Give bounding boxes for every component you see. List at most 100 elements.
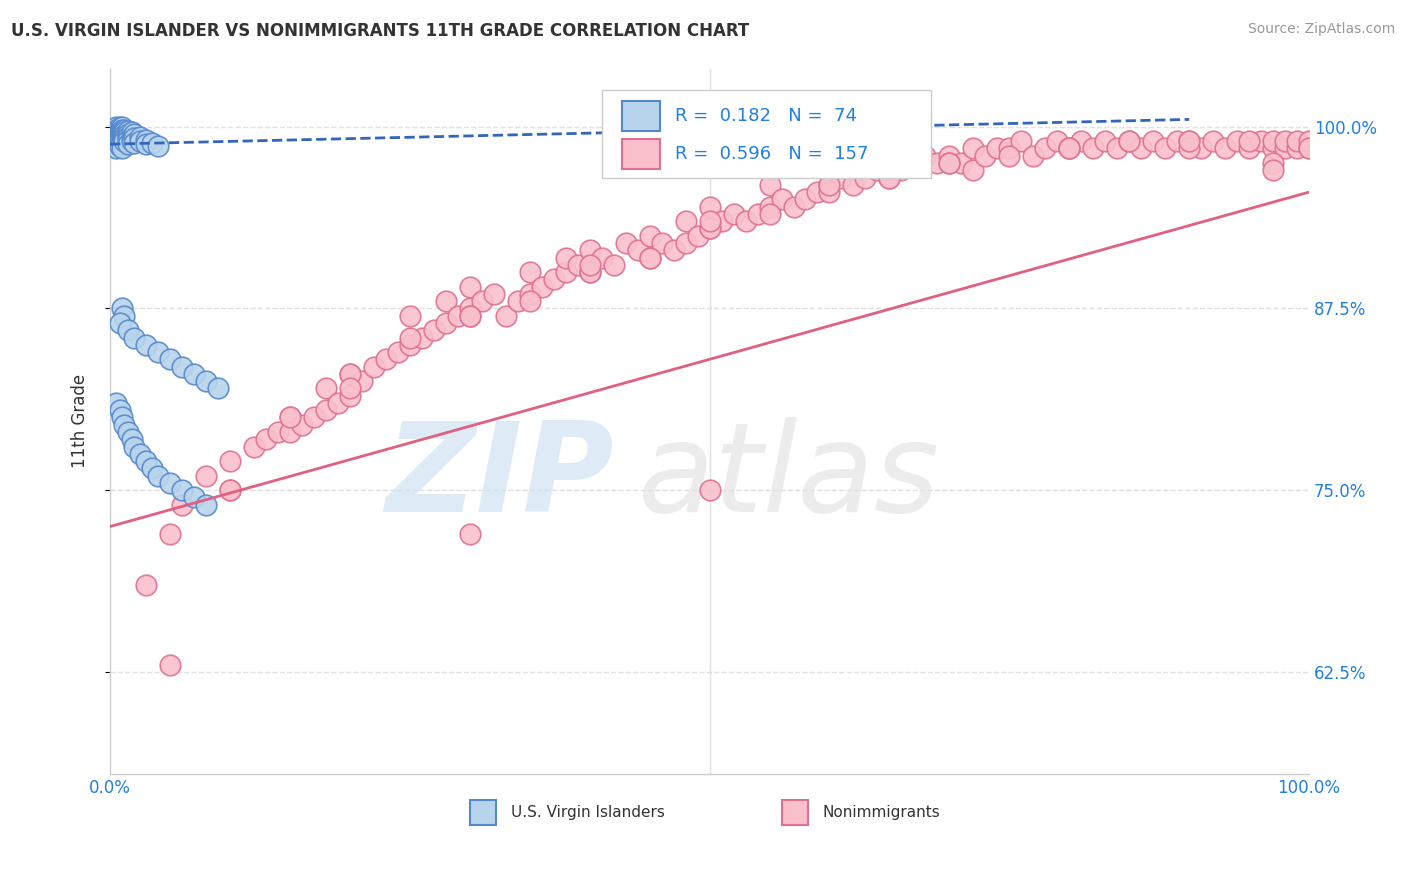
Point bbox=[135, 137, 157, 152]
Point bbox=[183, 367, 205, 381]
Point bbox=[111, 141, 134, 155]
Point bbox=[121, 126, 143, 140]
Point bbox=[758, 207, 780, 221]
Point bbox=[114, 122, 136, 136]
Point bbox=[1059, 141, 1081, 155]
Point bbox=[111, 120, 134, 134]
Point bbox=[986, 141, 1008, 155]
Point bbox=[482, 286, 505, 301]
Point bbox=[141, 136, 163, 150]
Point bbox=[278, 410, 301, 425]
Point bbox=[159, 475, 181, 490]
Point bbox=[1142, 134, 1164, 148]
Point bbox=[686, 228, 709, 243]
Point bbox=[117, 137, 139, 152]
Point bbox=[411, 330, 433, 344]
Point bbox=[1022, 149, 1045, 163]
Point bbox=[195, 374, 218, 388]
Point bbox=[1261, 163, 1284, 178]
Point bbox=[602, 258, 624, 272]
Point bbox=[699, 221, 721, 235]
Bar bbox=[621, 101, 661, 131]
Point bbox=[339, 367, 361, 381]
Point bbox=[662, 244, 685, 258]
Point bbox=[998, 149, 1021, 163]
Point bbox=[458, 526, 481, 541]
Point bbox=[129, 447, 152, 461]
Point bbox=[758, 178, 780, 192]
Point bbox=[105, 122, 128, 136]
Point bbox=[111, 131, 134, 145]
Point bbox=[554, 265, 576, 279]
Point bbox=[183, 491, 205, 505]
Point bbox=[1274, 134, 1296, 148]
Point bbox=[146, 138, 169, 153]
Point bbox=[1298, 134, 1320, 148]
Point bbox=[122, 131, 145, 145]
Point bbox=[108, 120, 131, 134]
Point bbox=[866, 163, 889, 178]
Point bbox=[806, 185, 828, 199]
Point bbox=[1213, 141, 1236, 155]
Point bbox=[1046, 134, 1069, 148]
Point bbox=[434, 294, 457, 309]
Text: Source: ZipAtlas.com: Source: ZipAtlas.com bbox=[1247, 22, 1395, 37]
Point bbox=[723, 207, 745, 221]
Point bbox=[974, 149, 997, 163]
Point bbox=[146, 468, 169, 483]
Point bbox=[434, 316, 457, 330]
Point bbox=[458, 301, 481, 316]
Point bbox=[117, 127, 139, 141]
Point bbox=[108, 134, 131, 148]
Point bbox=[830, 170, 852, 185]
Point bbox=[1286, 134, 1309, 148]
Point bbox=[471, 294, 494, 309]
Text: ZIP: ZIP bbox=[385, 417, 613, 538]
Point bbox=[122, 330, 145, 344]
Point bbox=[387, 345, 409, 359]
Point bbox=[219, 483, 242, 498]
Point bbox=[1237, 134, 1260, 148]
Point bbox=[770, 193, 793, 207]
Point bbox=[734, 214, 756, 228]
Point bbox=[591, 251, 613, 265]
Point bbox=[117, 425, 139, 439]
Bar bbox=[782, 800, 808, 825]
Point bbox=[339, 389, 361, 403]
FancyBboxPatch shape bbox=[602, 90, 931, 178]
Point bbox=[699, 214, 721, 228]
Point bbox=[962, 141, 984, 155]
Point bbox=[1261, 156, 1284, 170]
Point bbox=[950, 156, 973, 170]
Point bbox=[122, 127, 145, 141]
Point bbox=[121, 432, 143, 446]
Point bbox=[339, 367, 361, 381]
Point bbox=[111, 128, 134, 143]
Point bbox=[111, 137, 134, 152]
Point bbox=[114, 126, 136, 140]
Point bbox=[699, 221, 721, 235]
Bar bbox=[621, 139, 661, 169]
Point bbox=[458, 309, 481, 323]
Y-axis label: 11th Grade: 11th Grade bbox=[72, 374, 89, 468]
Point bbox=[458, 279, 481, 293]
Point bbox=[818, 178, 841, 192]
Point bbox=[111, 126, 134, 140]
Point bbox=[108, 131, 131, 145]
Point bbox=[1298, 141, 1320, 155]
Text: atlas: atlas bbox=[638, 417, 939, 538]
Point bbox=[578, 265, 600, 279]
Point bbox=[108, 128, 131, 143]
Point bbox=[782, 200, 804, 214]
Point bbox=[243, 440, 266, 454]
Point bbox=[108, 138, 131, 153]
Point bbox=[1178, 134, 1201, 148]
Point bbox=[818, 178, 841, 192]
Point bbox=[842, 178, 865, 192]
Point bbox=[117, 129, 139, 144]
Point bbox=[794, 193, 817, 207]
Bar bbox=[470, 800, 496, 825]
Point bbox=[315, 403, 337, 417]
Point bbox=[105, 137, 128, 152]
Point bbox=[117, 124, 139, 138]
